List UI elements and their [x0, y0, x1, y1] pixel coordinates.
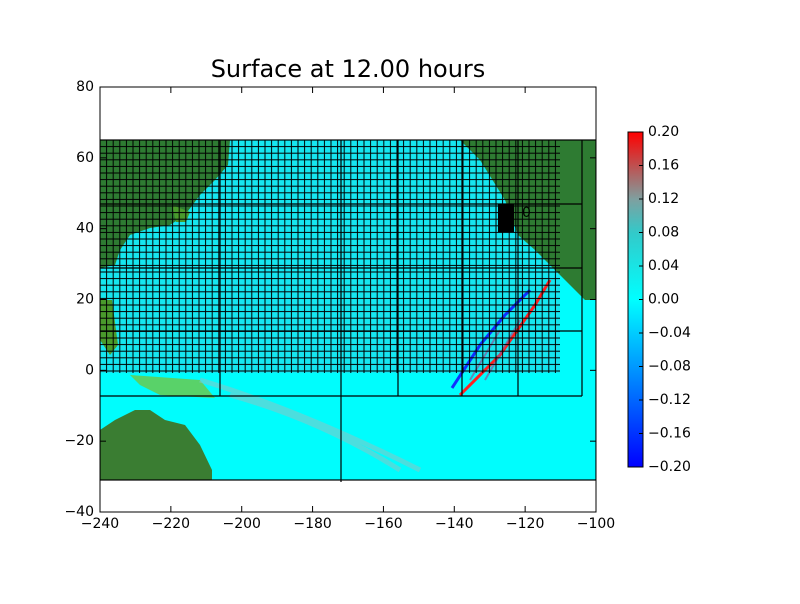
x-tick-label: −200	[222, 516, 260, 532]
y-tick-label: −40	[64, 504, 94, 520]
y-tick-label: 40	[76, 221, 94, 237]
y-tick-label: 20	[76, 292, 94, 308]
land-australia	[100, 410, 212, 480]
colorbar-tick-label: −0.08	[648, 359, 691, 375]
x-tick-label: −180	[293, 516, 331, 532]
wave-trail	[199, 377, 422, 473]
x-tick-label: −140	[435, 516, 473, 532]
coarse-grid	[100, 139, 596, 482]
colorbar-tick-label: −0.12	[648, 392, 691, 408]
x-tick-label: −220	[152, 516, 190, 532]
land-indonesia	[130, 375, 215, 398]
colorbar-tick-label: −0.20	[648, 459, 691, 475]
y-tick-label: 0	[85, 362, 94, 378]
gauge-marker	[498, 204, 514, 232]
gauge-label: 0	[522, 205, 531, 221]
map: 0	[100, 139, 596, 482]
colorbar-tick-label: 0.12	[648, 191, 679, 207]
fine-grid	[100, 140, 560, 373]
chart-title: Surface at 12.00 hours	[211, 55, 486, 83]
x-tick-label: −120	[506, 516, 544, 532]
x-tick-label: −100	[577, 516, 615, 532]
x-tick-label: −160	[364, 516, 402, 532]
colorbar-tick-label: 0.00	[648, 292, 679, 308]
y-tick-label: 80	[76, 79, 94, 95]
colorbar-tick-label: −0.04	[648, 325, 691, 341]
y-tick-label: −20	[64, 433, 94, 449]
colorbar-tick-label: 0.08	[648, 225, 679, 241]
x-tick-label: −240	[81, 516, 119, 532]
colorbar-tick-label: 0.16	[648, 158, 679, 174]
colorbar-tick-label: 0.04	[648, 258, 679, 274]
colorbar-tick-label: −0.16	[648, 426, 691, 442]
colorbar-tick-label: 0.20	[648, 124, 679, 140]
y-tick-label: 60	[76, 150, 94, 166]
